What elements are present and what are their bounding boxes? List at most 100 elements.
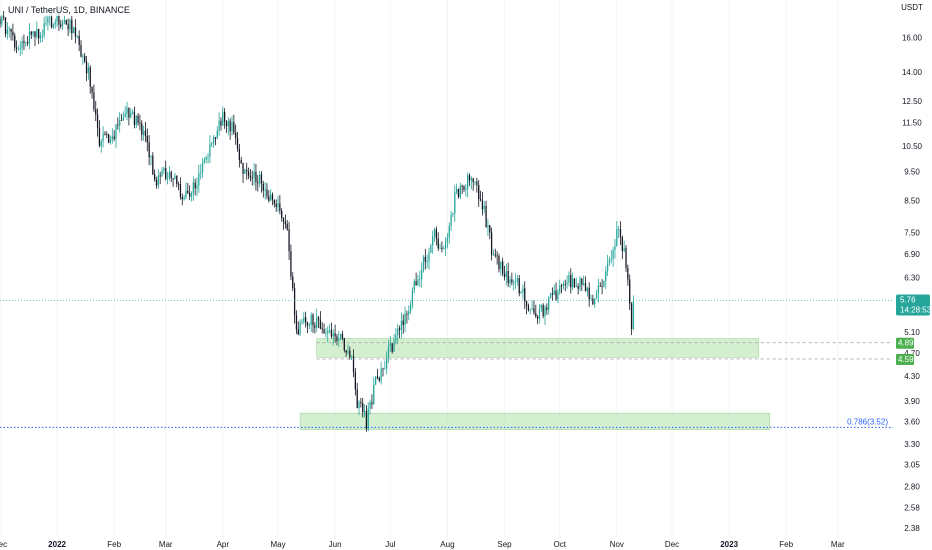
level-tag-label: 4.89 xyxy=(898,339,914,348)
candle-body xyxy=(218,120,220,131)
candle-body xyxy=(437,238,439,249)
candle-body xyxy=(201,162,204,173)
candle-body xyxy=(363,410,366,413)
candle-body xyxy=(417,279,419,286)
candle-body xyxy=(323,329,325,334)
horizontal-levels: 0.786(3.52) xyxy=(0,300,893,428)
candle-body xyxy=(420,270,423,280)
candle-body xyxy=(474,181,476,183)
x-tick-label: Mar xyxy=(831,540,845,549)
candle-body xyxy=(411,289,414,305)
candle-body xyxy=(157,175,159,186)
candle-body xyxy=(511,279,513,283)
candle-body xyxy=(148,142,150,158)
candle-body xyxy=(435,229,438,239)
candle-body xyxy=(408,311,410,315)
candle-body xyxy=(540,304,542,310)
currency-label: USDT xyxy=(901,3,923,12)
candle-body xyxy=(161,170,163,177)
candle-body xyxy=(571,278,574,288)
candle-body xyxy=(176,175,178,184)
candle-body xyxy=(119,120,121,126)
time-axis[interactable]: Dec 2022 Feb Mar Apr May Jun Jul Aug Sep Oct Nov Dec… xyxy=(0,540,845,549)
price-axis[interactable]: USDT 16.00 14.00 12.50 11.50 10.50 9.50 8.50 7.5… xyxy=(901,3,923,533)
candle-body xyxy=(630,303,633,330)
candle-body xyxy=(179,184,182,198)
candle-body xyxy=(3,16,5,18)
candle-body xyxy=(277,203,279,207)
candle-body xyxy=(531,308,533,310)
candle-body xyxy=(542,304,544,317)
candle-body xyxy=(8,28,10,30)
candle-body xyxy=(479,199,482,201)
candle-body xyxy=(135,115,137,125)
y-tick-label: 11.50 xyxy=(902,118,922,127)
candle-body xyxy=(455,188,458,193)
candle-body xyxy=(120,120,123,121)
candle-body xyxy=(586,287,588,292)
candle-body xyxy=(212,137,215,144)
candle-body xyxy=(166,178,169,179)
y-tick-label: 7.50 xyxy=(904,229,920,238)
candle-body xyxy=(168,172,171,179)
candle-body xyxy=(284,222,287,225)
candle-body xyxy=(507,271,509,284)
candle-body xyxy=(240,160,242,164)
candle-body xyxy=(32,31,34,35)
candle-body xyxy=(430,245,432,253)
candle-body xyxy=(358,402,360,408)
x-tick-label: Apr xyxy=(217,540,230,549)
candle-body xyxy=(468,175,471,181)
candle-body xyxy=(73,27,75,34)
candle-body xyxy=(553,290,555,295)
candle-body xyxy=(314,325,316,328)
candle-body xyxy=(247,171,250,176)
candle-body xyxy=(502,261,504,274)
candlestick-series xyxy=(0,7,635,432)
candle-body xyxy=(349,350,351,358)
candle-body xyxy=(292,276,294,289)
candle-body xyxy=(360,402,362,404)
y-tick-label: 6.30 xyxy=(904,273,920,282)
y-tick-label: 3.05 xyxy=(904,460,920,469)
candle-body xyxy=(483,205,485,210)
candle-body xyxy=(56,13,58,22)
candle-body xyxy=(299,322,301,335)
candle-body xyxy=(47,17,49,23)
candle-body xyxy=(562,284,565,287)
candle-body xyxy=(301,321,303,323)
candle-body xyxy=(389,343,391,347)
candle-body xyxy=(527,305,530,310)
candle-body xyxy=(557,292,559,300)
candle-body xyxy=(378,377,380,381)
x-tick-label: 2022 xyxy=(48,540,66,549)
candle-body xyxy=(41,35,43,37)
candle-body xyxy=(12,31,14,36)
candle-body xyxy=(181,197,183,200)
candle-body xyxy=(128,107,130,118)
candle-body xyxy=(564,284,566,285)
candle-body xyxy=(341,333,344,339)
last-price-tag xyxy=(896,294,930,316)
candle-body xyxy=(467,175,469,189)
candle-body xyxy=(494,254,496,256)
chart-grid xyxy=(0,0,839,537)
candle-body xyxy=(465,188,467,190)
candle-body xyxy=(187,190,189,193)
candle-body xyxy=(165,168,167,179)
candle-body xyxy=(141,123,143,135)
candle-body xyxy=(152,155,154,175)
candle-body xyxy=(50,16,53,28)
candle-body xyxy=(498,256,500,270)
y-tick-label: 12.50 xyxy=(902,97,923,106)
x-tick-label: Feb xyxy=(107,540,121,549)
candle-body xyxy=(23,41,25,43)
candle-body xyxy=(257,182,259,184)
candle-body xyxy=(439,247,441,249)
candle-body xyxy=(266,189,268,197)
candle-body xyxy=(85,61,88,74)
candle-body xyxy=(619,229,622,238)
candle-body xyxy=(205,157,207,160)
candle-body xyxy=(223,111,226,122)
